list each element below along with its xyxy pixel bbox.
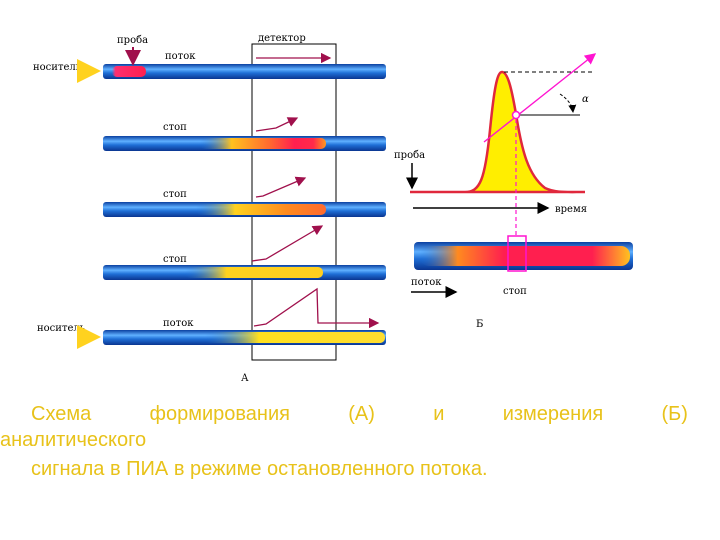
caption-word: измерения [502, 403, 604, 425]
tube-b [414, 242, 633, 270]
caption-word: (А) [348, 403, 375, 425]
alpha-label: α [582, 94, 589, 105]
fia-diagram: детектор носитель проба поток стоп стоп … [33, 33, 633, 384]
figure-caption: Схема формирования (А) и измерения (Б) а… [0, 400, 720, 484]
tube-row-4 [103, 265, 386, 280]
stop-label-3: стоп [163, 189, 187, 200]
flow-label-5: поток [163, 318, 194, 329]
caption-word: (Б) [661, 403, 688, 425]
flow-label-1: поток [165, 51, 196, 62]
carrier-label-1: носитель [33, 62, 82, 73]
stop-label-4: стоп [163, 254, 187, 265]
sample-label-b: проба [394, 150, 425, 161]
signal-arrow-5 [253, 287, 380, 329]
caption-word: и [433, 403, 445, 425]
signal-arrow-3 [255, 176, 307, 198]
part-b-label: Б [476, 319, 483, 330]
carrier-label-5: носитель [37, 323, 86, 334]
signal-arrow-2 [255, 117, 299, 132]
caption-word: Схема [31, 403, 92, 425]
signal-arrow-4 [251, 225, 324, 262]
caption-line-1: Схема формирования (А) и измерения (Б) [0, 400, 720, 429]
caption-line-3: сигнала в ПИА в режиме остановленного по… [31, 458, 488, 480]
tube-row-3 [103, 202, 386, 217]
tube-row-1 [103, 64, 386, 79]
alpha-arc [559, 93, 577, 113]
tangent-arrow [483, 53, 597, 143]
flow-label-b: поток [411, 277, 442, 288]
part-a-label: А [241, 373, 249, 384]
detector-cell-b [507, 235, 527, 272]
detector-label: детектор [258, 33, 306, 44]
tube-row-2 [103, 136, 386, 151]
tube-row-5 [103, 330, 386, 345]
time-label: время [555, 204, 587, 215]
stop-label-2: стоп [163, 122, 187, 133]
caption-word: формирования [149, 403, 290, 425]
caption-line-2: аналитического [0, 429, 147, 451]
stop-label-b: стоп [503, 286, 527, 297]
sample-label: проба [117, 35, 148, 46]
measure-point [511, 110, 521, 120]
